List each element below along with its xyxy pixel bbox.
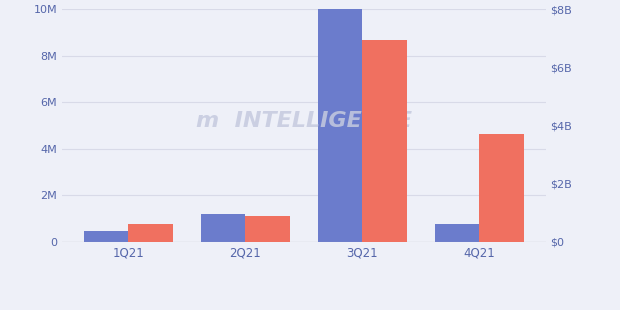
Bar: [201, 214, 246, 242]
Bar: [246, 216, 290, 242]
Bar: [128, 224, 173, 242]
Bar: [479, 134, 524, 242]
Text: m  INTELLIGENCE: m INTELLIGENCE: [196, 111, 412, 131]
Bar: [318, 9, 362, 242]
Bar: [435, 224, 479, 242]
Bar: [362, 39, 407, 242]
Bar: [84, 231, 128, 242]
